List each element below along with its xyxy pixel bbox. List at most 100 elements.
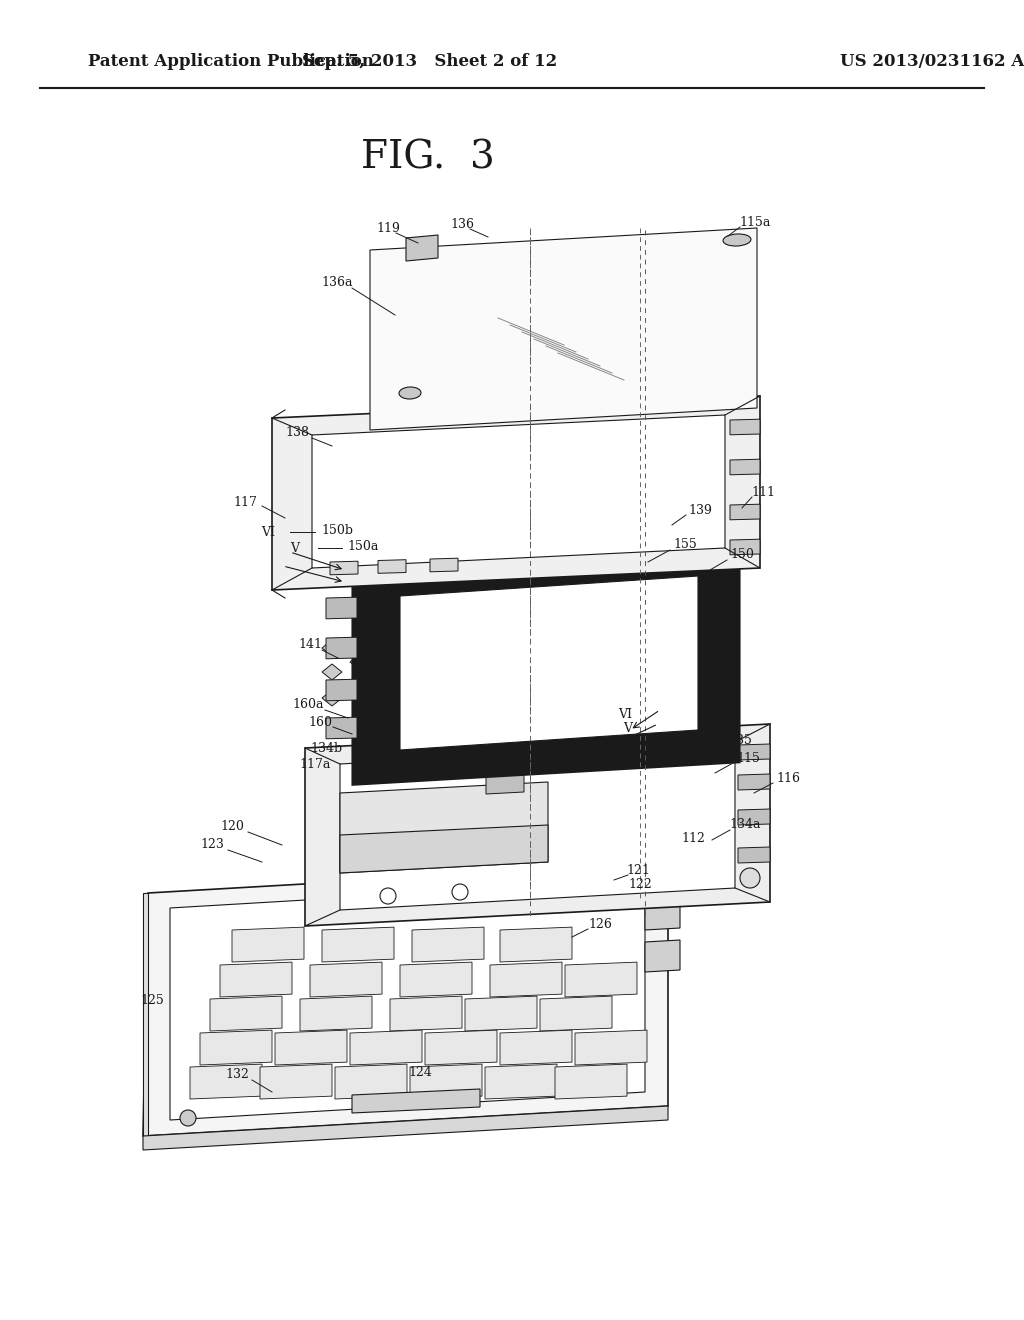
Circle shape bbox=[380, 888, 396, 904]
Text: 125: 125 bbox=[140, 994, 164, 1006]
Polygon shape bbox=[322, 664, 342, 680]
Text: 135: 135 bbox=[728, 734, 752, 747]
Text: 134a: 134a bbox=[729, 818, 761, 832]
Circle shape bbox=[415, 858, 425, 869]
Polygon shape bbox=[485, 1064, 557, 1100]
Text: 116: 116 bbox=[776, 771, 800, 784]
Polygon shape bbox=[312, 414, 725, 568]
Text: 117a: 117a bbox=[299, 759, 331, 771]
Polygon shape bbox=[340, 742, 735, 909]
Text: 134b: 134b bbox=[311, 742, 343, 755]
Text: 155: 155 bbox=[673, 539, 697, 552]
Polygon shape bbox=[500, 1030, 572, 1065]
Polygon shape bbox=[738, 774, 770, 789]
Text: 121: 121 bbox=[626, 863, 650, 876]
Polygon shape bbox=[326, 717, 357, 739]
Polygon shape bbox=[340, 825, 548, 873]
Polygon shape bbox=[575, 1030, 647, 1065]
Ellipse shape bbox=[399, 387, 421, 399]
Text: VI: VI bbox=[618, 709, 632, 722]
Polygon shape bbox=[300, 997, 372, 1031]
Text: 150b: 150b bbox=[321, 524, 353, 536]
Polygon shape bbox=[350, 851, 640, 908]
Text: Patent Application Publication: Patent Application Publication bbox=[88, 54, 374, 70]
Polygon shape bbox=[340, 781, 548, 873]
Polygon shape bbox=[330, 561, 358, 574]
Polygon shape bbox=[425, 1030, 497, 1065]
Polygon shape bbox=[738, 809, 770, 825]
Text: 118a: 118a bbox=[354, 742, 386, 755]
Polygon shape bbox=[310, 962, 382, 997]
Text: 150a: 150a bbox=[347, 540, 379, 553]
Polygon shape bbox=[143, 863, 668, 1137]
Polygon shape bbox=[465, 997, 537, 1031]
Text: 115: 115 bbox=[736, 751, 760, 764]
Polygon shape bbox=[357, 543, 735, 780]
Text: 120: 120 bbox=[220, 821, 244, 833]
Polygon shape bbox=[143, 894, 148, 1137]
Polygon shape bbox=[220, 962, 292, 997]
Polygon shape bbox=[260, 1064, 332, 1100]
Polygon shape bbox=[272, 396, 760, 590]
Text: 122: 122 bbox=[628, 879, 652, 891]
Circle shape bbox=[452, 884, 468, 900]
Polygon shape bbox=[305, 723, 770, 927]
Text: V: V bbox=[291, 541, 299, 554]
Polygon shape bbox=[490, 962, 562, 997]
Polygon shape bbox=[190, 1064, 262, 1100]
Polygon shape bbox=[565, 962, 637, 997]
Polygon shape bbox=[730, 539, 760, 554]
Polygon shape bbox=[335, 1064, 407, 1100]
Text: 117: 117 bbox=[233, 495, 257, 508]
Polygon shape bbox=[412, 927, 484, 962]
Polygon shape bbox=[730, 420, 760, 434]
Polygon shape bbox=[400, 962, 472, 997]
Polygon shape bbox=[326, 597, 357, 619]
Polygon shape bbox=[400, 576, 698, 750]
Polygon shape bbox=[738, 744, 770, 760]
Polygon shape bbox=[378, 560, 406, 573]
Text: 124: 124 bbox=[408, 1065, 432, 1078]
Polygon shape bbox=[730, 459, 760, 475]
Text: 136: 136 bbox=[450, 218, 474, 231]
Circle shape bbox=[740, 869, 760, 888]
Circle shape bbox=[535, 851, 545, 862]
Text: FIG.  3: FIG. 3 bbox=[361, 140, 495, 177]
Text: 115a: 115a bbox=[739, 215, 771, 228]
Polygon shape bbox=[326, 638, 357, 659]
Polygon shape bbox=[143, 1106, 668, 1150]
Polygon shape bbox=[350, 653, 370, 671]
Text: 111: 111 bbox=[751, 486, 775, 499]
Polygon shape bbox=[322, 690, 342, 706]
Polygon shape bbox=[210, 997, 282, 1031]
Polygon shape bbox=[170, 880, 645, 1119]
Text: US 2013/0231162 A1: US 2013/0231162 A1 bbox=[840, 54, 1024, 70]
Polygon shape bbox=[645, 940, 680, 972]
Text: 136a: 136a bbox=[322, 276, 352, 289]
Polygon shape bbox=[500, 927, 572, 962]
Text: Sep. 5, 2013   Sheet 2 of 12: Sep. 5, 2013 Sheet 2 of 12 bbox=[302, 54, 558, 70]
Text: 160: 160 bbox=[308, 715, 332, 729]
Circle shape bbox=[475, 855, 485, 865]
Text: 150: 150 bbox=[730, 549, 754, 561]
Polygon shape bbox=[275, 1030, 347, 1065]
Circle shape bbox=[180, 1110, 196, 1126]
Text: 139: 139 bbox=[688, 503, 712, 516]
Polygon shape bbox=[738, 847, 770, 863]
Text: 119: 119 bbox=[376, 222, 400, 235]
Ellipse shape bbox=[723, 234, 751, 246]
Polygon shape bbox=[370, 228, 757, 430]
Polygon shape bbox=[350, 1030, 422, 1065]
Polygon shape bbox=[326, 680, 357, 701]
Polygon shape bbox=[322, 640, 342, 656]
Polygon shape bbox=[322, 927, 394, 962]
Polygon shape bbox=[540, 997, 612, 1031]
Text: 160a: 160a bbox=[292, 698, 324, 711]
Polygon shape bbox=[200, 1030, 272, 1065]
Polygon shape bbox=[232, 927, 304, 962]
Text: V: V bbox=[624, 722, 633, 734]
Polygon shape bbox=[730, 504, 760, 520]
Polygon shape bbox=[555, 1064, 627, 1100]
Text: 123: 123 bbox=[200, 838, 224, 851]
Polygon shape bbox=[410, 1064, 482, 1100]
